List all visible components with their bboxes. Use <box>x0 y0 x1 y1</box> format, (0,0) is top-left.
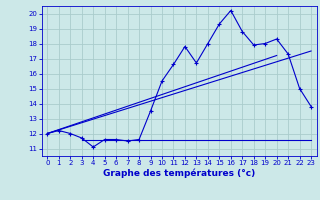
X-axis label: Graphe des températures (°c): Graphe des températures (°c) <box>103 169 255 178</box>
